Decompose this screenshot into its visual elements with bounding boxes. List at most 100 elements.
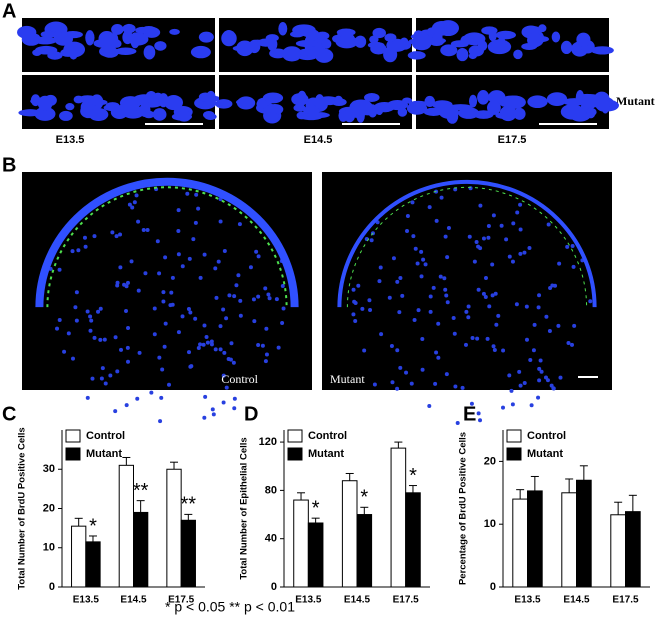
nucleus <box>490 293 495 298</box>
nucleus <box>88 314 93 319</box>
nucleus <box>152 306 157 311</box>
nucleus <box>579 94 603 108</box>
nucleus <box>477 40 488 51</box>
nucleus <box>130 205 135 210</box>
nucleus <box>143 110 155 119</box>
nucleus <box>377 279 382 284</box>
nucleus <box>161 290 166 295</box>
nucleus <box>167 382 172 387</box>
nucleus <box>586 107 597 117</box>
nucleus <box>83 244 88 249</box>
nucleus <box>222 249 227 254</box>
bar <box>293 499 309 588</box>
nucleus <box>531 348 536 353</box>
nucleus <box>431 285 436 290</box>
nucleus <box>404 370 409 375</box>
nucleus <box>420 367 425 372</box>
nucleus <box>501 405 506 410</box>
nucleus <box>518 383 523 388</box>
nucleus <box>215 99 233 109</box>
nucleus <box>221 400 226 405</box>
epithelium <box>35 177 299 308</box>
bar <box>561 492 577 588</box>
nucleus <box>427 205 432 210</box>
x-tick-label: E14.5 <box>120 595 147 606</box>
y-tick-label: 0 <box>490 581 496 593</box>
nucleus <box>481 26 498 35</box>
nucleus <box>103 381 108 386</box>
nucleus <box>572 323 577 328</box>
nucleus <box>420 337 425 342</box>
nucleus <box>227 293 232 298</box>
x-tick-label: E17.5 <box>393 595 420 606</box>
nucleus <box>476 411 481 416</box>
nucleus <box>486 235 491 240</box>
nucleus <box>191 237 196 242</box>
nucleus <box>264 352 269 357</box>
nucleus <box>576 32 591 47</box>
nucleus <box>89 318 94 323</box>
nucleus <box>415 261 420 266</box>
nucleus <box>501 95 524 104</box>
nucleus <box>152 108 167 121</box>
nucleus <box>412 37 432 51</box>
nucleus <box>176 229 181 234</box>
nucleus <box>351 312 356 317</box>
nucleus <box>504 237 509 242</box>
y-axis-label: Total Number of Epithelial Cells <box>239 437 250 579</box>
nucleus <box>527 95 548 109</box>
nucleus <box>164 94 183 111</box>
nucleus <box>472 259 477 264</box>
nucleus <box>125 345 130 350</box>
nucleus <box>126 359 131 364</box>
nucleus <box>408 100 428 107</box>
nucleus <box>463 342 468 347</box>
nucleus <box>368 307 373 312</box>
nucleus <box>218 219 223 224</box>
nucleus <box>524 304 529 309</box>
bar <box>390 447 407 588</box>
nucleus <box>478 203 483 208</box>
nucleus <box>483 276 488 281</box>
bar <box>625 511 641 588</box>
nucleus <box>431 21 452 36</box>
nucleus <box>518 227 523 232</box>
scale-bar <box>578 376 598 378</box>
x-tick-label: E13.5 <box>73 595 100 606</box>
nucleus <box>517 369 522 374</box>
nucleus <box>98 306 103 311</box>
nucleus <box>74 318 79 323</box>
nucleus <box>428 309 433 314</box>
nucleus <box>466 304 471 309</box>
nucleus <box>518 251 523 256</box>
nucleus <box>143 45 156 60</box>
y-tick-label: 10 <box>484 518 496 530</box>
nucleus <box>154 41 167 51</box>
bar <box>133 511 149 588</box>
nucleus <box>221 373 226 378</box>
nucleus <box>102 337 107 342</box>
nucleus <box>199 95 221 103</box>
nucleus <box>372 382 377 387</box>
nucleus <box>455 421 460 426</box>
nucleus <box>470 335 475 340</box>
nucleus <box>588 299 593 304</box>
nucleus <box>494 322 499 327</box>
nucleus <box>451 316 456 321</box>
nucleus <box>264 326 269 331</box>
nucleus <box>213 266 218 271</box>
nucleus <box>204 113 217 120</box>
nucleus <box>295 39 319 48</box>
nucleus <box>543 375 548 380</box>
nucleus <box>495 30 516 40</box>
nucleus <box>211 412 216 417</box>
nucleus <box>400 293 405 298</box>
nucleus <box>236 40 254 57</box>
nucleus <box>126 326 131 331</box>
nucleus <box>537 378 542 383</box>
nucleus <box>407 51 426 60</box>
nucleus <box>205 340 210 345</box>
nucleus <box>412 318 417 323</box>
nucleus <box>452 331 457 336</box>
